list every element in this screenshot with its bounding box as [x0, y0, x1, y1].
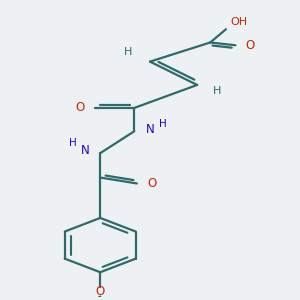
Text: OH: OH	[230, 16, 248, 27]
Text: O: O	[96, 285, 105, 298]
Text: O: O	[76, 101, 85, 114]
Text: H: H	[159, 118, 167, 129]
Text: N: N	[81, 144, 90, 157]
Text: N: N	[146, 123, 154, 136]
Text: H: H	[69, 138, 77, 148]
Text: O: O	[147, 177, 156, 190]
Text: O: O	[245, 40, 254, 52]
Text: H: H	[124, 47, 132, 57]
Text: H: H	[213, 86, 221, 96]
